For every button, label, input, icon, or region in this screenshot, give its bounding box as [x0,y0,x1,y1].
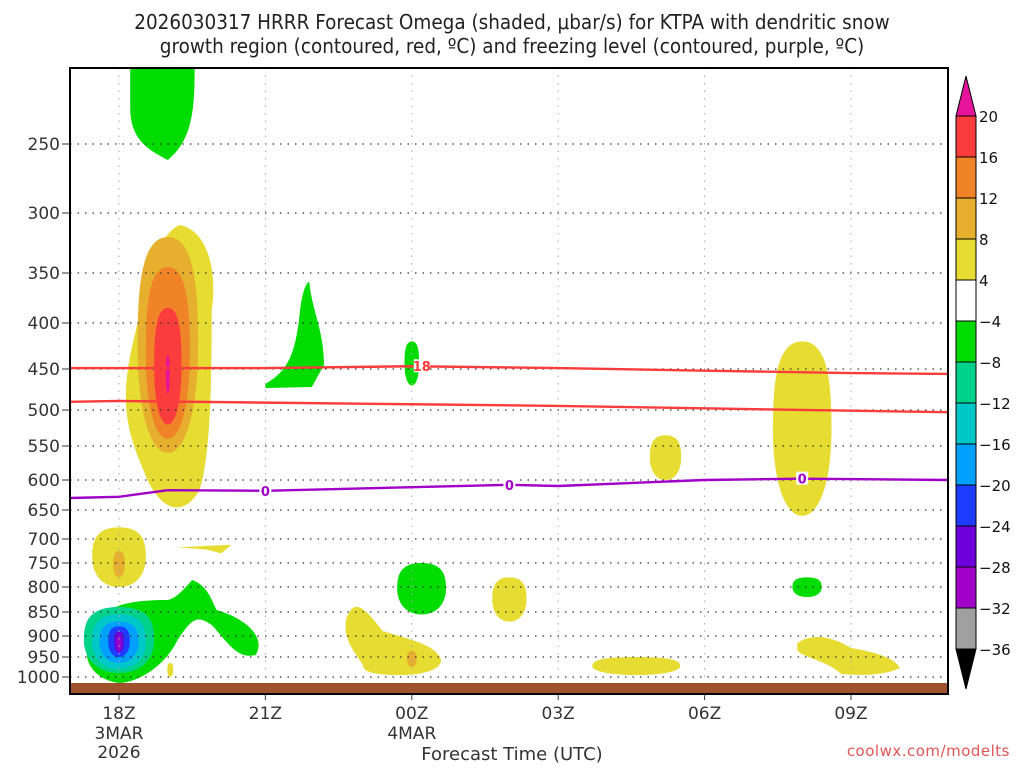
chart-title-line2: growth region (contoured, red, ºC) and f… [159,34,865,58]
shade-green-21z [265,282,324,388]
shade-upper-green [130,68,195,160]
colorbar-label: −32 [979,600,1011,618]
y-tick-label-550: 550 [28,437,60,457]
shade-yellow-small [167,663,174,677]
y-tick-label-950: 950 [28,648,60,668]
colorbar-bin [955,525,977,568]
plot-frame [69,67,949,695]
x-tick-label-09Z: 09Z [834,704,867,724]
colorbar-label: 16 [979,149,998,167]
shade-yellow-02z [492,577,527,622]
colorbar-bin [955,320,977,363]
contour-dendritic-upper [70,365,949,376]
contour-dendritic-lower [70,399,949,414]
x-tick-label-18Z: 18Z [102,704,135,724]
x-tick-label-00Z: 00Z [395,704,428,724]
shade-updraft-20 [165,355,170,394]
y-tick-label-700: 700 [28,530,60,550]
shade-green-00z-800 [397,563,446,615]
contours: 18 0 0 0 [70,359,949,500]
y-tick-label-650: 650 [28,501,60,521]
colorbar-bin [955,156,977,199]
colorbar-label: −36 [979,641,1011,659]
colorbar-bin [955,361,977,404]
colorbar-top-arrow [955,75,977,117]
shade-downdraft-28 [117,636,121,651]
contour-label-bg [413,359,430,373]
shaded-regions [83,68,900,683]
x-tick-label-06Z: 06Z [688,704,721,724]
shade-yellow-08z [772,341,832,516]
x-tick-sublabel: 3MAR [95,724,144,744]
y-tick-label-400: 400 [28,314,60,334]
shade-green-00z-450 [404,341,420,386]
x-tick-sublabel: 2026 [97,743,140,763]
colorbar-label: 20 [979,108,998,126]
colorbar: 20 16 12 8 4 −4 −8 −12 −16 −20 −24 −28 −32 −36 [955,75,1011,690]
y-tick-label-250: 250 [28,135,60,155]
y-tick-label-500: 500 [28,401,60,421]
contour-freezing-level [70,477,949,500]
colorbar-bin [955,197,977,240]
y-tick-label-1000: 1000 [17,668,60,688]
colorbar-bin [955,566,977,609]
contour-label-bg [503,477,516,491]
contour-label-bg [259,483,272,497]
colorbar-bin [955,607,977,650]
contour-label-dendritic: 18 [413,360,431,375]
colorbar-label: 4 [979,272,989,290]
colorbar-bin [955,402,977,445]
colorbar-bin [955,484,977,527]
colorbar-label: −20 [979,477,1011,495]
x-tick-label-21Z: 21Z [249,704,282,724]
y-tick-label-800: 800 [28,578,60,598]
y-axis: 250 300 350 400 450 500 550 600 650 700 750 800 850 9… [17,135,70,688]
y-tick-label-300: 300 [28,204,60,224]
chart-title-line1: 2026030317 HRRR Forecast Omega (shaded, … [134,10,890,34]
y-tick-label-750: 750 [28,554,60,574]
shade-green-08z-800 [792,577,822,597]
colorbar-bin [955,443,977,486]
colorbar-label: −24 [979,518,1011,536]
shade-yellow-08z-950 [797,636,900,675]
colorbar-label: −8 [979,354,1001,372]
colorbar-label: 8 [979,231,989,249]
colorbar-bin [955,279,977,322]
shade-yellow-05z-970 [592,657,681,675]
credit-link[interactable]: coolwx.com/modelts [846,742,1010,760]
colorbar-bin [955,238,977,281]
y-tick-label-450: 450 [28,360,60,380]
x-axis-label: Forecast Time (UTC) [421,744,603,765]
colorbar-bin [955,115,977,158]
x-tick-label-03Z: 03Z [542,704,575,724]
colorbar-label: −12 [979,395,1011,413]
y-tick-label-900: 900 [28,627,60,647]
colorbar-label: 12 [979,190,998,208]
colorbar-bottom-arrow [955,648,977,690]
x-tick-sublabel: 4MAR [387,724,436,744]
terrain-band [70,683,948,694]
contour-label-freezing: 0 [798,473,807,488]
shade-yellow-05z [649,435,682,480]
y-tick-label-850: 850 [28,603,60,623]
shade-yellow-streak [177,544,232,554]
shade-yellow-23z-8 [406,650,417,667]
shade-yellow-23z [345,606,442,675]
contour-label-freezing: 0 [261,485,270,500]
y-tick-label-600: 600 [28,471,60,491]
colorbar-label: −28 [979,559,1011,577]
y-tick-label-350: 350 [28,264,60,284]
contour-label-bg [796,471,809,485]
colorbar-label: −4 [979,313,1001,331]
colorbar-label: −16 [979,436,1011,454]
contour-label-freezing: 0 [505,479,514,494]
